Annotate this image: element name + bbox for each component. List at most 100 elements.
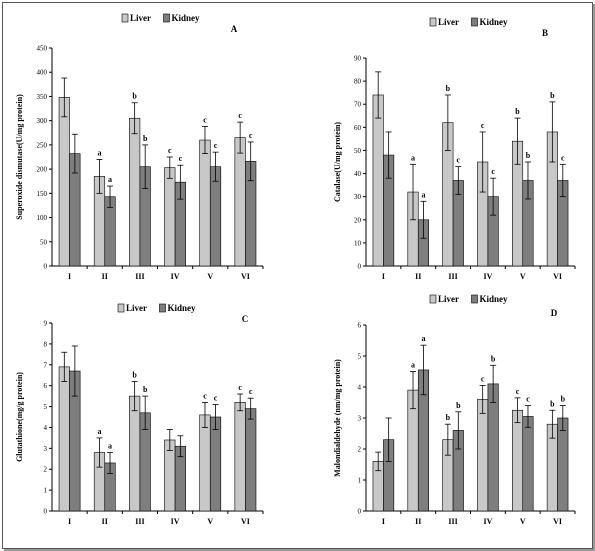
y-tick-label: 350	[37, 93, 48, 101]
bar-liver	[477, 399, 489, 512]
x-tick-label: IV	[171, 517, 180, 526]
significance-label: a	[411, 361, 415, 370]
y-tick-label: 3	[44, 445, 48, 453]
significance-label: b	[491, 354, 496, 363]
legend-swatch-kidney	[471, 294, 478, 304]
x-tick-label: II	[102, 272, 108, 281]
y-tick-label: 2	[44, 466, 48, 474]
significance-label: c	[168, 146, 172, 155]
y-tick-label: 250	[37, 141, 48, 149]
x-tick-label: I	[382, 272, 385, 281]
bar-liver	[234, 402, 246, 512]
x-tick-label: III	[448, 517, 457, 526]
y-tick-label: 30	[354, 193, 362, 201]
bar-liver	[164, 167, 176, 267]
y-tick-label: 0	[358, 508, 362, 516]
significance-label: c	[561, 153, 565, 162]
x-tick-label: VI	[553, 272, 562, 281]
y-tick-label: 50	[40, 238, 48, 246]
significance-label: b	[526, 151, 531, 160]
x-tick-label: II	[102, 517, 108, 526]
y-tick-label: 0	[44, 263, 48, 271]
bar-liver	[199, 414, 211, 512]
significance-label: c	[238, 111, 242, 120]
legend-label-kidney: Kidney	[480, 17, 509, 27]
significance-label: b	[446, 413, 451, 422]
panel-letter: C	[242, 314, 249, 324]
y-tick-label: 60	[354, 124, 362, 132]
y-tick-label: 0	[358, 263, 362, 271]
x-tick-label: I	[68, 517, 71, 526]
bar-liver	[372, 94, 384, 267]
panel-b: 0 10 20 30 40 50 60 70 80 90 Catalase(U/mg protein…	[333, 17, 576, 281]
legend-label-kidney: Kidney	[480, 294, 509, 304]
significance-label: c	[481, 374, 485, 383]
legend-swatch-liver	[117, 303, 125, 313]
significance-label: b	[446, 84, 451, 93]
significance-label: b	[456, 401, 461, 410]
x-tick-label: I	[68, 272, 71, 281]
bar-kidney	[209, 416, 222, 512]
legend-swatch-kidney	[159, 303, 166, 313]
significance-label: b	[132, 92, 137, 101]
bar-liver	[234, 137, 246, 267]
bar-liver	[58, 97, 70, 267]
significance-label: a	[421, 334, 425, 343]
significance-label: c	[516, 387, 520, 396]
significance-label: a	[108, 175, 112, 184]
legend-label-liver: Liver	[130, 13, 151, 23]
y-tick-label: 3	[358, 415, 362, 423]
significance-label: b	[143, 134, 148, 143]
y-tick-label: 4	[358, 384, 362, 392]
y-tick-label: 1	[44, 487, 48, 495]
significance-label: c	[214, 393, 218, 402]
y-axis-label: Glutathione(mg/g protein)	[15, 372, 24, 462]
significance-label: c	[238, 383, 242, 392]
x-tick-label: V	[520, 272, 526, 281]
x-tick-label: III	[135, 517, 144, 526]
legend-swatch-liver	[121, 13, 129, 23]
significance-label: c	[179, 154, 183, 163]
significance-label: c	[203, 115, 207, 124]
y-tick-label: 40	[354, 170, 362, 178]
y-tick-label: 300	[37, 117, 48, 125]
x-tick-label: IV	[483, 272, 492, 281]
x-tick-label: V	[207, 272, 213, 281]
x-tick-label: II	[415, 272, 421, 281]
significance-label: b	[561, 395, 566, 404]
x-tick-label: III	[135, 272, 144, 281]
panel-letter: D	[551, 308, 558, 318]
significance-label: b	[132, 370, 137, 379]
y-tick-label: 10	[354, 239, 362, 247]
legend-label-kidney: Kidney	[168, 303, 197, 313]
significance-label: c	[457, 156, 461, 165]
y-tick-label: 5	[44, 403, 48, 411]
x-tick-label: VI	[553, 517, 562, 526]
significance-label: a	[411, 153, 415, 162]
legend-swatch-kidney	[471, 17, 478, 27]
x-tick-label: V	[520, 517, 526, 526]
legend-label-liver: Liver	[438, 294, 459, 304]
legend-label-liver: Liver	[438, 17, 459, 27]
legend-swatch-kidney	[163, 13, 170, 23]
y-tick-label: 8	[44, 340, 48, 348]
significance-label: a	[421, 190, 425, 199]
y-tick-label: 6	[44, 382, 48, 390]
bar-liver	[58, 366, 70, 512]
significance-label: c	[249, 387, 253, 396]
y-tick-label: 0	[44, 508, 48, 516]
x-tick-label: II	[415, 517, 421, 526]
significance-label: c	[203, 391, 207, 400]
y-tick-label: 9	[44, 320, 48, 328]
significance-label: b	[515, 107, 520, 116]
y-tick-label: 80	[354, 78, 362, 86]
bar-kidney	[557, 417, 569, 512]
y-tick-label: 400	[37, 69, 48, 77]
significance-label: c	[526, 395, 530, 404]
y-tick-label: 70	[354, 101, 362, 109]
significance-label: a	[97, 148, 101, 157]
x-tick-label: V	[207, 517, 213, 526]
panel-a: 0 50 100 150 200 250 300 350 400 450 Superoxide di…	[15, 13, 264, 281]
